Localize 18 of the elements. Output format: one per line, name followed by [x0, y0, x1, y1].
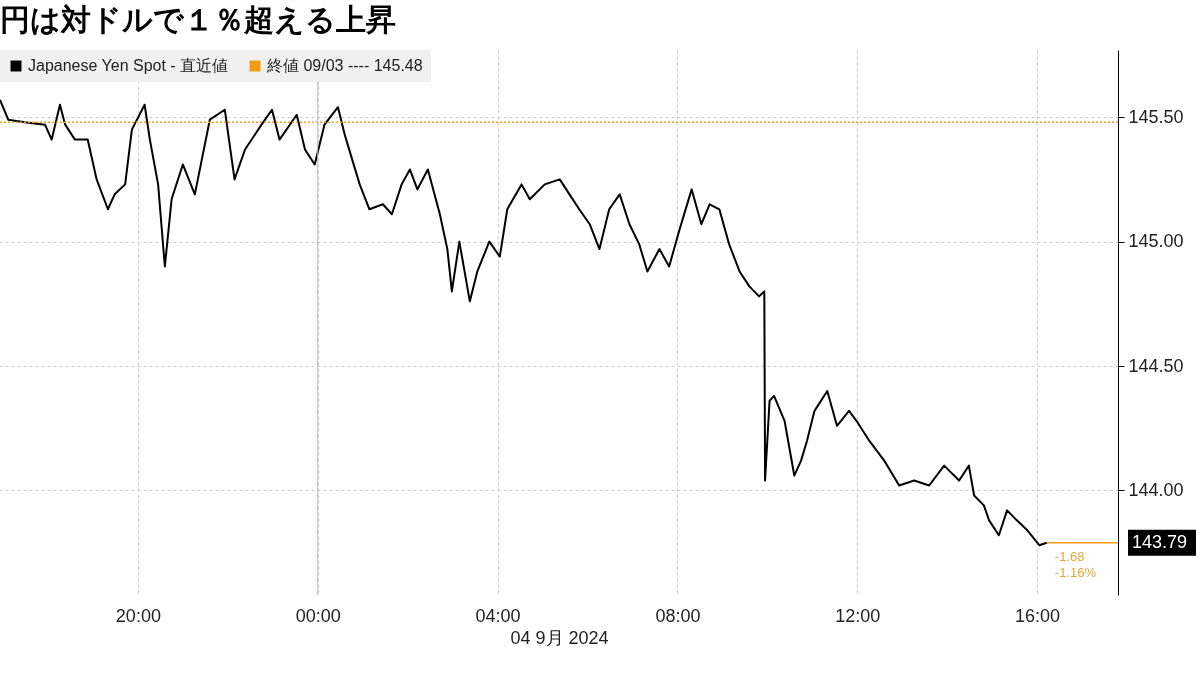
annotation: -1.16% [1054, 564, 1097, 580]
legend-label: 終値 09/03 ---- 145.48 [266, 57, 423, 74]
y-tick-label: 144.50 [1128, 355, 1184, 376]
x-tick-label: 04:00 [475, 605, 521, 626]
x-tick-label: 16:00 [1015, 605, 1061, 626]
y-tick-label: 144.00 [1128, 479, 1184, 500]
x-axis-title: 04 9月 2024 [510, 627, 609, 648]
line-series [0, 98, 1048, 547]
annotation: -1.68 [1054, 548, 1085, 564]
x-tick-label: 20:00 [115, 605, 161, 626]
y-tick-label: 145.50 [1128, 106, 1184, 127]
x-tick-label: 00:00 [295, 605, 341, 626]
data-label: 143.79 [1132, 531, 1188, 552]
x-tick-label: 08:00 [655, 605, 701, 626]
x-tick-label: 12:00 [835, 605, 881, 626]
y-tick-label: 145.00 [1128, 231, 1184, 252]
chart-title: 円は対ドルで１％超える上昇 [0, 2, 396, 36]
legend-label: Japanese Yen Spot - 直近値 [28, 57, 229, 74]
